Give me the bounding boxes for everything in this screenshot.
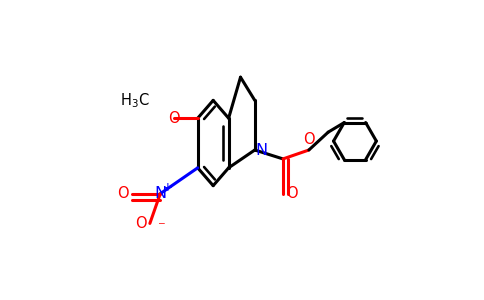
Text: O: O: [118, 186, 129, 201]
Text: O: O: [303, 132, 315, 147]
Text: O: O: [168, 111, 180, 126]
Text: ⁻: ⁻: [157, 220, 165, 235]
Text: N: N: [256, 142, 268, 158]
Text: +: +: [163, 181, 173, 194]
Text: O: O: [135, 216, 147, 231]
Text: O: O: [287, 186, 298, 201]
Text: H$_3$C: H$_3$C: [120, 91, 150, 110]
Text: N: N: [154, 186, 166, 201]
